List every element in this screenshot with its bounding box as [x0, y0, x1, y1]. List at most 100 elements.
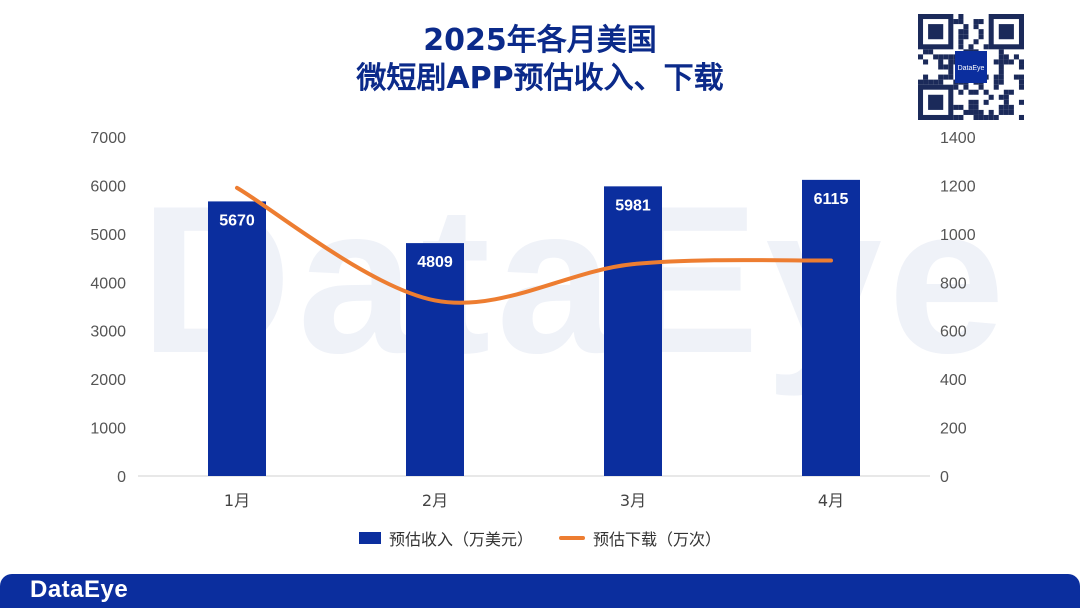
qr-module [988, 114, 994, 120]
qr-module [958, 44, 964, 50]
qr-module [938, 54, 944, 60]
footer-logo: DataEye [30, 576, 129, 603]
qr-module [998, 69, 1004, 75]
qr-module [1018, 114, 1024, 120]
qr-module [983, 44, 989, 50]
qr-module [958, 114, 964, 120]
qr-module [1018, 64, 1024, 70]
x-tick-label: 1月 [224, 491, 250, 510]
qr-code: DataEye [918, 14, 1024, 120]
qr-module [963, 84, 969, 90]
qr-module [978, 84, 984, 90]
qr-module [963, 29, 969, 35]
qr-module [958, 19, 964, 25]
qr-module [1013, 54, 1019, 60]
legend: 预估收入（万美元） 预估下载（万次） [0, 526, 1080, 550]
qr-module [1018, 79, 1024, 85]
qr-module [938, 59, 944, 65]
qr-module [1003, 59, 1009, 65]
bars [208, 179, 860, 477]
qr-module [1013, 74, 1019, 80]
bar-revenue [208, 201, 266, 476]
y-right-tick-label: 600 [940, 324, 967, 341]
qr-finder-core [928, 24, 944, 40]
qr-module [1003, 54, 1009, 60]
qr-module [993, 84, 999, 90]
qr-module [943, 64, 949, 70]
qr-module [1008, 104, 1014, 110]
qr-module [958, 39, 964, 45]
qr-module [1018, 59, 1024, 65]
qr-module [923, 59, 929, 65]
qr-module [1003, 109, 1009, 115]
qr-module [973, 24, 979, 30]
bar-data-label: 5670 [219, 212, 255, 229]
y-left-tick-label: 2000 [90, 372, 126, 389]
qr-module [993, 114, 999, 120]
bar-data-label: 6115 [814, 191, 849, 208]
qr-module [948, 64, 954, 70]
qr-module [973, 39, 979, 45]
qr-module [968, 99, 974, 105]
y-left-tick-label: 3000 [90, 324, 126, 341]
qr-module [923, 74, 929, 80]
qr-module [963, 34, 969, 40]
qr-module [973, 109, 979, 115]
qr-module [998, 104, 1004, 110]
qr-module [968, 104, 974, 110]
qr-module [1003, 99, 1009, 105]
y-left-tick-label: 5000 [90, 227, 126, 244]
qr-module [948, 59, 954, 65]
y-left-tick-label: 0 [117, 469, 126, 486]
qr-finder-core [928, 94, 944, 110]
qr-module [1018, 74, 1024, 80]
y-right-tick-label: 200 [940, 421, 967, 438]
qr-module [998, 49, 1004, 55]
qr-module [953, 84, 959, 90]
qr-finder-core [998, 24, 1014, 40]
bar-revenue [604, 186, 662, 477]
chart-title: 2025年各月美国 微短剧APP预估收入、下载 [0, 22, 1080, 98]
qr-module [973, 89, 979, 95]
qr-module [1018, 84, 1024, 90]
qr-module [928, 79, 934, 85]
legend-item-downloads: 预估下载（万次） [559, 526, 721, 550]
qr-module [933, 79, 939, 85]
qr-module [938, 79, 944, 85]
qr-module [923, 79, 929, 85]
qr-module [973, 99, 979, 105]
qr-module [998, 79, 1004, 85]
qr-module [973, 104, 979, 110]
qr-module [993, 79, 999, 85]
bar-data-label: 5981 [615, 197, 651, 214]
bar-revenue [802, 179, 860, 476]
qr-module [943, 74, 949, 80]
qr-module [998, 64, 1004, 70]
qr-module [943, 54, 949, 60]
bar-data-label: 4809 [417, 254, 453, 271]
qr-module [1003, 89, 1009, 95]
qr-module [968, 44, 974, 50]
y-right-tick-label: 1000 [940, 227, 976, 244]
download-series-line [235, 185, 833, 305]
y-right-tick-label: 1400 [940, 130, 976, 147]
qr-module [998, 94, 1004, 100]
qr-module [1008, 89, 1014, 95]
qr-module [948, 54, 954, 60]
qr-module [963, 109, 969, 115]
qr-module [978, 114, 984, 120]
qr-module [963, 24, 969, 30]
legend-swatch-bar [358, 532, 381, 544]
qr-module [918, 79, 924, 85]
y-right-tick-label: 0 [940, 469, 949, 486]
qr-module [983, 89, 989, 95]
qr-module [993, 74, 999, 80]
x-tick-label: 2月 [422, 491, 448, 510]
qr-module [978, 109, 984, 115]
qr-module [983, 99, 989, 105]
qr-module [973, 19, 979, 25]
x-tick-label: 4月 [818, 491, 844, 510]
qr-module [993, 59, 999, 65]
qr-module [938, 64, 944, 70]
qr-module [958, 34, 964, 40]
